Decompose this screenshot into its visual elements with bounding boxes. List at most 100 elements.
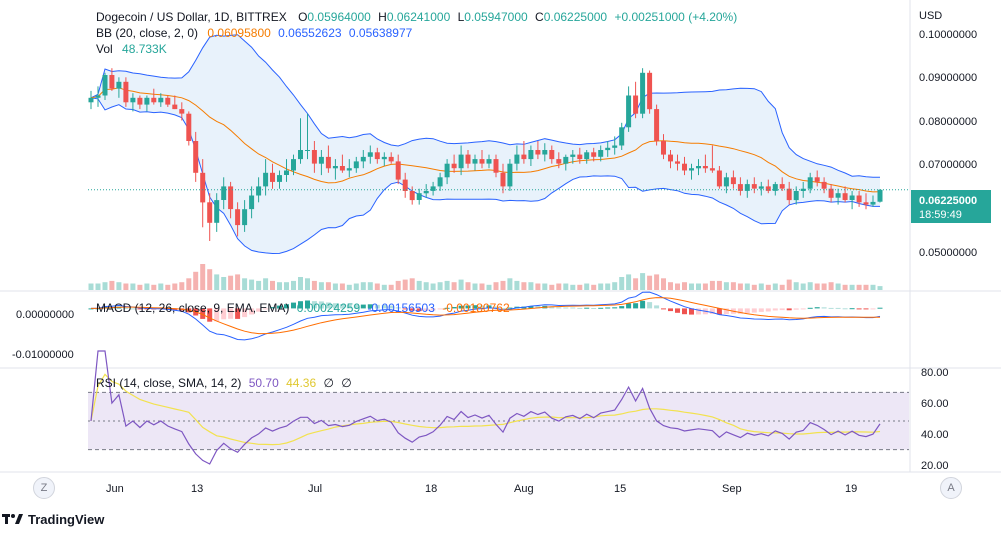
macd-line-value: -0.00156503	[367, 301, 435, 315]
candle	[158, 93, 164, 107]
candle-body	[479, 159, 485, 164]
volume-bar	[807, 282, 813, 290]
candle-body	[144, 97, 150, 105]
volume-bar	[228, 275, 234, 290]
volume-bar	[367, 282, 373, 290]
candle	[318, 150, 324, 176]
macd-histogram-bar	[130, 308, 136, 310]
candle-body	[661, 141, 666, 155]
macd-histogram-bar	[584, 307, 590, 309]
macd-histogram-bar	[388, 305, 394, 309]
candle	[367, 145, 373, 164]
candle	[116, 77, 122, 98]
macd-histogram-bar	[486, 305, 492, 309]
candle	[332, 159, 338, 180]
volume-bar	[842, 284, 848, 290]
volume-bar	[339, 283, 345, 290]
volume-bar	[235, 274, 241, 290]
candle-body	[165, 97, 171, 105]
legend-row-bb: BB (20, close, 2, 0) 0.06095800 0.065526…	[96, 26, 413, 40]
volume-bar	[332, 283, 338, 290]
volume-bar	[451, 282, 457, 290]
volume-bar	[744, 283, 750, 290]
rsi-tick: 20.00	[921, 460, 949, 472]
candle	[437, 172, 443, 191]
candlesticks[interactable]	[88, 68, 883, 241]
macd-histogram-bar	[228, 308, 234, 319]
macd-histogram-bar	[479, 305, 485, 309]
candle-body	[123, 81, 129, 103]
candle-body	[716, 170, 722, 187]
volume-bar	[207, 269, 213, 290]
volume-bar	[311, 280, 317, 290]
macd-histogram-bar	[682, 308, 687, 315]
candle-body	[305, 150, 310, 151]
candle-body	[339, 166, 345, 171]
candle	[751, 177, 757, 194]
macd-histogram-bar	[339, 304, 345, 309]
macd-histogram-bar	[465, 305, 471, 309]
vol-value: 48.733K	[122, 42, 167, 56]
macd-histogram-bar	[779, 308, 785, 311]
volume-bar	[472, 283, 478, 290]
candle	[430, 181, 436, 196]
candle-body	[291, 159, 296, 171]
candle	[277, 170, 282, 189]
volume-bar	[668, 282, 673, 290]
macd-histogram-bar	[172, 308, 178, 310]
tradingview-branding[interactable]: TradingView	[0, 508, 104, 530]
volume-bar	[800, 283, 806, 290]
macd-histogram-bar	[605, 307, 611, 309]
candle	[612, 136, 618, 155]
candle-body	[395, 161, 401, 180]
volume-bar	[465, 282, 471, 290]
candle	[654, 104, 660, 146]
volume-bar	[374, 283, 380, 290]
candle	[821, 177, 827, 194]
candle	[388, 152, 394, 164]
volume-bar	[849, 284, 855, 290]
auto-scale-button[interactable]: A	[940, 477, 962, 499]
bb-basis-line	[90, 87, 881, 193]
candle-body	[353, 161, 359, 169]
macd-histogram-bar	[772, 308, 778, 311]
volume-bar	[500, 280, 506, 290]
rsi-label: RSI (14, close, SMA, 14, 2)	[96, 376, 241, 390]
candle-body	[793, 191, 799, 201]
candle	[647, 70, 653, 114]
candle-body	[284, 170, 289, 175]
candle-body	[605, 147, 611, 151]
macd-histogram-bar	[619, 306, 625, 309]
macd-histogram-bar	[207, 308, 213, 322]
macd-histogram-bar	[472, 305, 478, 309]
candle-body	[402, 179, 408, 191]
macd-histogram-bar	[633, 303, 639, 309]
candle-body	[758, 186, 764, 189]
candle	[528, 145, 534, 166]
time-label: 15	[614, 483, 626, 495]
volume-bar	[737, 283, 743, 290]
last-price-badge	[911, 190, 991, 223]
candle-body	[500, 172, 506, 187]
candle-body	[800, 188, 806, 191]
volume-bar	[388, 284, 394, 290]
candle-body	[346, 168, 352, 171]
candle	[668, 150, 673, 169]
macd-histogram-bar	[640, 300, 646, 309]
volume-bar	[256, 280, 262, 290]
macd-histogram-bar	[430, 308, 436, 311]
macd-histogram-bar	[751, 308, 757, 313]
zoom-button[interactable]: Z	[33, 477, 55, 499]
time-label: Jul	[308, 483, 322, 495]
candle	[716, 166, 722, 189]
volume-bar	[605, 283, 611, 290]
tradingview-logo-icon	[2, 514, 23, 524]
macd-histogram-bar	[668, 308, 673, 312]
candle-body	[584, 152, 590, 160]
macd-histogram-bar	[360, 304, 366, 309]
candle	[689, 163, 694, 180]
candle	[311, 141, 317, 173]
macd-histogram-bar	[256, 308, 262, 312]
candle	[619, 122, 625, 150]
